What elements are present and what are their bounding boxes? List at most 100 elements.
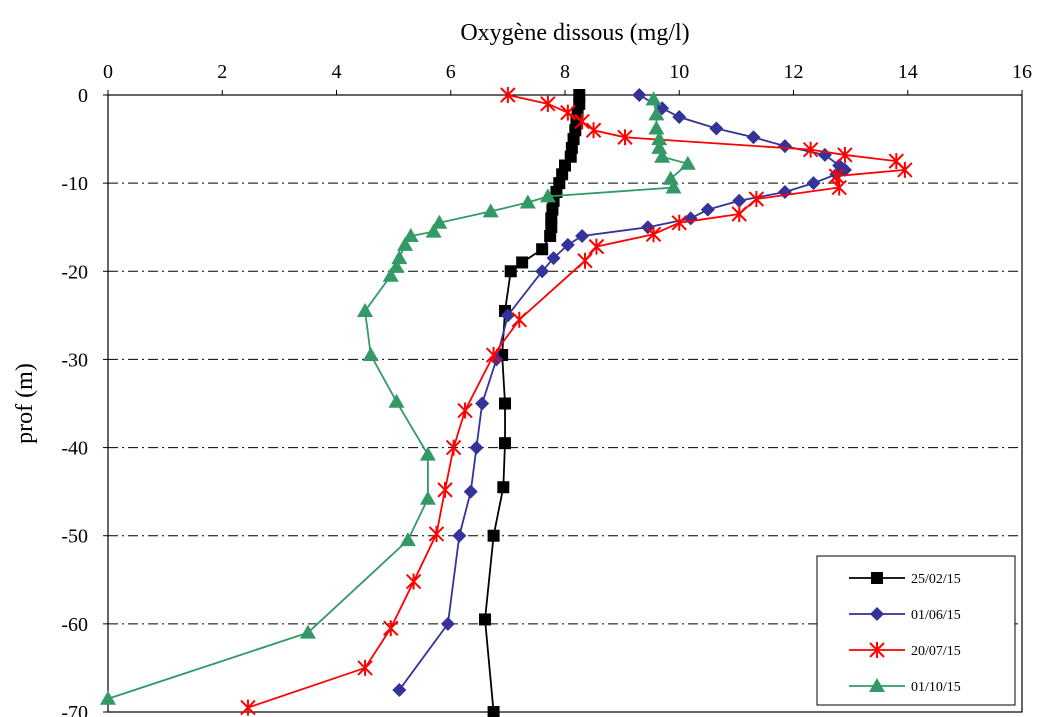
data-point (469, 440, 484, 455)
x-tick-label: 6 (446, 61, 456, 83)
data-point (511, 311, 528, 328)
data-point (544, 230, 557, 243)
data-point (388, 393, 405, 408)
legend-box (816, 555, 1016, 706)
legend-item-1: 01/06/15 (849, 607, 961, 623)
legend-marker (869, 678, 885, 692)
x-axis-tick-labels: 0 2 4 6 8 10 12 14 16 (103, 61, 1032, 95)
y-tick-label: -40 (61, 438, 88, 460)
x-axis-title: Oxygène dissous (mg/l) (460, 20, 689, 46)
series-1 (392, 88, 852, 697)
data-point (437, 481, 453, 498)
data-point (665, 179, 682, 194)
data-point (479, 613, 492, 626)
legend-marker (870, 607, 884, 621)
data-point (519, 194, 536, 209)
y-axis-tick-labels: 0 -10 -20 -30 -40 -50 -60 -70 (61, 85, 108, 717)
data-point (500, 308, 515, 323)
y-tick-label: -10 (61, 173, 88, 195)
data-point (499, 437, 512, 450)
x-tick-label: 12 (784, 61, 804, 83)
data-point (651, 131, 668, 146)
data-point (654, 148, 671, 163)
data-point (831, 179, 847, 196)
y-tick-label: -50 (61, 526, 88, 548)
data-point (897, 161, 913, 178)
data-point (777, 184, 792, 199)
x-tick-label: 16 (1012, 61, 1032, 83)
data-point (536, 243, 549, 256)
data-point (516, 256, 529, 269)
data-point (683, 211, 698, 226)
data-point (731, 205, 747, 222)
data-point (645, 91, 662, 106)
data-point (700, 202, 715, 217)
data-point (485, 347, 502, 364)
legend-item-2: 20/07/15 (849, 642, 961, 659)
legend-item-3: 01/10/15 (849, 678, 961, 695)
data-point (535, 264, 550, 279)
data-point (645, 226, 662, 243)
x-tick-label: 4 (332, 61, 342, 83)
data-point (487, 706, 500, 717)
x-tick-label: 2 (217, 61, 227, 83)
data-point (299, 624, 316, 639)
data-point (651, 139, 668, 154)
data-point (746, 130, 761, 145)
data-point (362, 347, 379, 362)
y-tick-label: 0 (78, 85, 88, 107)
data-point (487, 529, 500, 542)
data-point (748, 191, 765, 208)
data-point (777, 139, 792, 154)
legend-label: 01/10/15 (911, 680, 961, 695)
data-point (588, 238, 605, 255)
legend-label: 20/07/15 (911, 644, 961, 659)
x-tick-label: 0 (103, 61, 113, 83)
y-tick-label: -30 (61, 349, 88, 371)
data-point (837, 146, 853, 163)
legend: 25/02/15 01/06/15 20/07/15 01/10/15 (816, 555, 1016, 706)
y-tick-label: -20 (61, 261, 88, 283)
data-point (405, 573, 422, 590)
legend-label: 25/02/15 (911, 572, 961, 587)
y-axis-title: prof (m) (12, 363, 38, 444)
data-point (475, 396, 490, 411)
data-point (383, 620, 399, 637)
data-point (575, 229, 590, 244)
data-point (428, 525, 445, 542)
data-point (100, 690, 116, 705)
data-point (546, 251, 561, 266)
data-point (392, 682, 407, 697)
data-point (419, 490, 436, 505)
data-point (504, 265, 517, 278)
data-point (617, 129, 633, 146)
series-line-1 (398, 94, 847, 691)
data-point (399, 532, 416, 547)
data-point (445, 439, 462, 456)
legend-item-0: 25/02/15 (849, 572, 961, 587)
data-point (806, 176, 821, 191)
data-point (539, 188, 556, 203)
data-point (648, 120, 665, 135)
data-point (632, 88, 647, 102)
data-point (431, 214, 448, 229)
data-point (560, 104, 576, 121)
data-point (357, 659, 373, 676)
series-0 (479, 89, 586, 717)
x-tick-label: 14 (898, 61, 918, 83)
data-point (500, 87, 516, 103)
data-point (440, 616, 455, 631)
data-point (482, 203, 499, 218)
series-line-2 (247, 94, 907, 709)
data-point (397, 236, 414, 251)
data-point (648, 106, 665, 121)
data-point (382, 267, 399, 282)
data-point (463, 484, 478, 499)
data-point (802, 141, 819, 158)
x-tick-label: 8 (560, 61, 570, 83)
legend-marker (869, 642, 885, 658)
data-point (452, 528, 467, 543)
data-point (497, 481, 510, 494)
data-point (828, 168, 845, 185)
